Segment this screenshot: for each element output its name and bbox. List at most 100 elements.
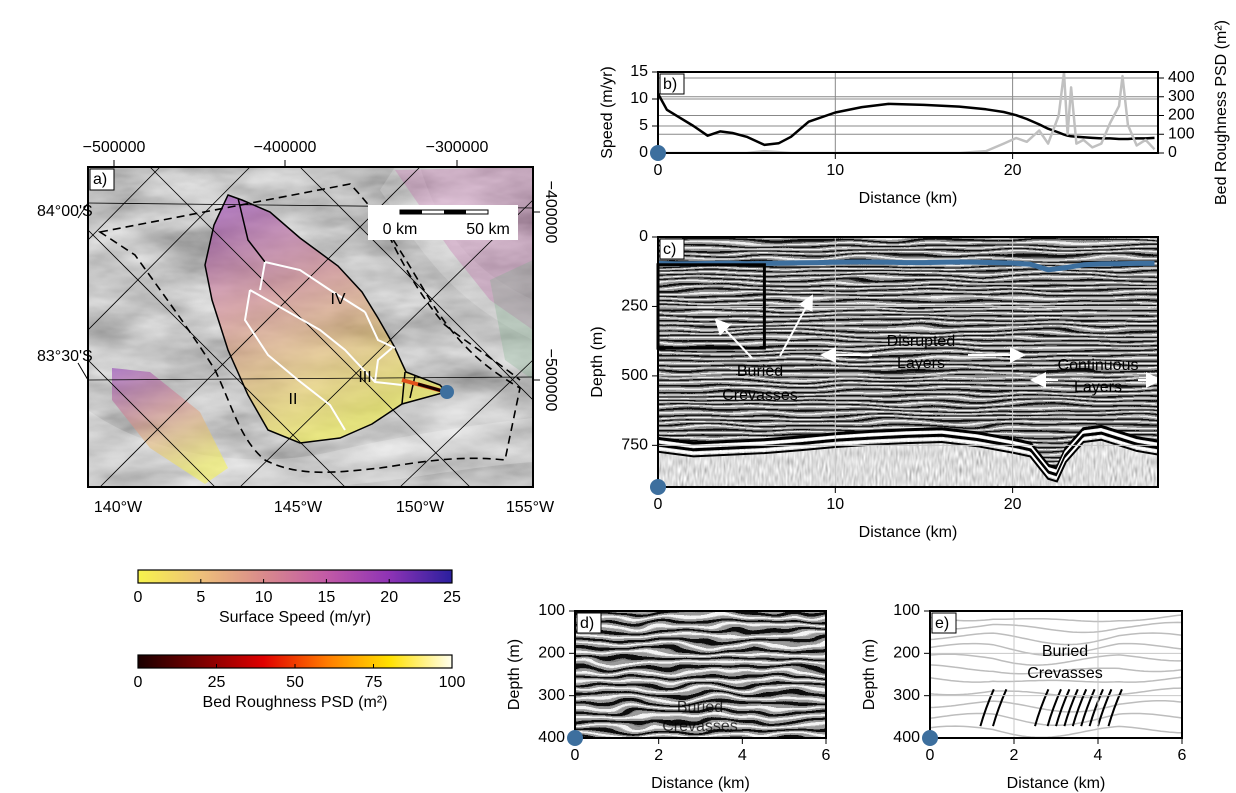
annotation: Crevasses	[722, 387, 798, 404]
annotation-arrow	[779, 294, 813, 357]
glacier-overlay	[205, 195, 446, 443]
y2-tick-label: 400	[1168, 69, 1195, 86]
crevasse-trace	[979, 688, 995, 727]
map-right-tick-label: −400000	[542, 181, 559, 244]
x-tick-label: 2	[654, 747, 663, 764]
crevasse-trace	[1107, 688, 1123, 727]
traced-layer	[930, 653, 1182, 666]
colorbar-tick-label: 15	[318, 589, 336, 606]
colorbar-tick-label: 50	[286, 674, 304, 691]
graticule-line	[88, 167, 251, 331]
graticule-line	[299, 167, 533, 401]
plot-area	[575, 611, 826, 738]
crevasse-trace	[1080, 688, 1096, 727]
x-tick-label: 20	[1004, 162, 1022, 179]
map-right-tick-label: −500000	[542, 349, 559, 412]
profile-start	[922, 730, 938, 746]
x-tick-label: 2	[1010, 747, 1019, 764]
panel-label: e)	[935, 615, 949, 632]
panel-label: a)	[93, 171, 107, 188]
annotation: Crevasses	[662, 718, 738, 735]
plot-area	[658, 72, 1158, 153]
traced-layer	[930, 676, 1182, 683]
map-bottom-tick-label: 140°W	[94, 499, 143, 516]
colorbar-tick-label: 0	[134, 674, 143, 691]
traced-layer	[930, 687, 1182, 699]
panel-label-box	[659, 238, 685, 260]
y-axis-label: Speed (m/yr)	[599, 66, 616, 158]
panel-label-box	[89, 168, 115, 191]
chart-panel: Buried Crevasses 0 2 4 6 100 200 300 400 Distance …	[861, 602, 1186, 792]
flow-divide	[237, 197, 416, 405]
y-tick-label: 400	[893, 729, 920, 746]
crevasse-trace	[1063, 688, 1079, 727]
colorbar-scale	[137, 569, 453, 584]
traced-layer	[930, 642, 1182, 657]
x-tick-label: 0	[654, 162, 663, 179]
y-tick-label: 0	[639, 144, 648, 161]
y-tick-label: 0	[639, 228, 648, 245]
traced-layer	[930, 621, 1182, 634]
bed-reflection	[658, 428, 1158, 473]
colorbar-label: Surface Speed (m/yr)	[219, 609, 371, 626]
catchment-boundary	[97, 183, 521, 474]
panel-label: c)	[663, 241, 676, 258]
y2-tick-label: 200	[1168, 107, 1195, 124]
data-line	[658, 72, 1156, 153]
x-tick-label: 10	[826, 162, 844, 179]
y-tick-label: 100	[538, 602, 565, 619]
y-tick-label: 300	[538, 687, 565, 704]
annotation: Buried	[677, 699, 723, 716]
colorbar: 0 5 10 15 20 25 Surface Speed (m/yr)	[134, 569, 461, 626]
y-tick-label: 300	[893, 687, 920, 704]
x-axis-label: Distance (km)	[1007, 775, 1106, 792]
traced-layer	[930, 614, 1182, 623]
map-panel: a) −500000 −400000 −300000 −400000 −500000 84°…	[37, 139, 559, 516]
bed-reflection	[658, 424, 1158, 470]
panel-label-box	[576, 612, 602, 634]
crevasse-trace	[1088, 688, 1104, 727]
bed-reflection	[658, 435, 1158, 480]
glacier-outline	[204, 194, 448, 444]
chart-panel: Buried Crevasses Disrupted Layers Continuous…	[589, 228, 1162, 541]
x-axis-label: Distance (km)	[651, 775, 750, 792]
region-label: III	[358, 369, 371, 386]
annotation: Continuous	[1058, 357, 1139, 374]
tick-mark	[77, 362, 89, 381]
crevasse-trace	[992, 688, 1008, 727]
profile-start	[650, 145, 666, 161]
map-image	[88, 167, 533, 487]
map-left-tick-label: 84°00'S	[37, 203, 93, 220]
map-top-tick-label: −300000	[426, 139, 489, 156]
profile-start	[440, 385, 454, 399]
graticule-line	[88, 167, 161, 241]
map-top-tick-label: −500000	[83, 139, 146, 156]
traced-layer	[930, 664, 1182, 675]
traced-layer	[930, 725, 1182, 738]
colorbar-tick-label: 25	[443, 589, 461, 606]
x-tick-label: 10	[826, 496, 844, 513]
colorbar-tick-label: 5	[196, 589, 205, 606]
scale-bar-label: 0 km	[383, 221, 418, 238]
y-tick-label: 5	[639, 117, 648, 134]
x-tick-label: 20	[1004, 496, 1022, 513]
region-label: II	[289, 391, 298, 408]
plot-frame	[657, 71, 1159, 154]
traced-layer	[930, 700, 1182, 713]
scale-bar-label: 50 km	[466, 221, 510, 238]
plot-background	[930, 611, 1182, 738]
profile-start	[567, 730, 583, 746]
map-bottom-tick-label: 150°W	[396, 499, 445, 516]
annotation-arrow	[714, 318, 753, 359]
map-frame	[87, 166, 534, 488]
y2-tick-label: 0	[1168, 144, 1177, 161]
crevasse-trace	[1097, 688, 1113, 727]
x-tick-label: 6	[1178, 747, 1187, 764]
y-tick-label: 15	[630, 63, 648, 80]
y-tick-label: 200	[538, 645, 565, 662]
tick-mark	[77, 202, 89, 219]
colorbar-tick-label: 10	[255, 589, 273, 606]
graticule-line	[149, 167, 471, 487]
y-tick-label: 500	[621, 367, 648, 384]
